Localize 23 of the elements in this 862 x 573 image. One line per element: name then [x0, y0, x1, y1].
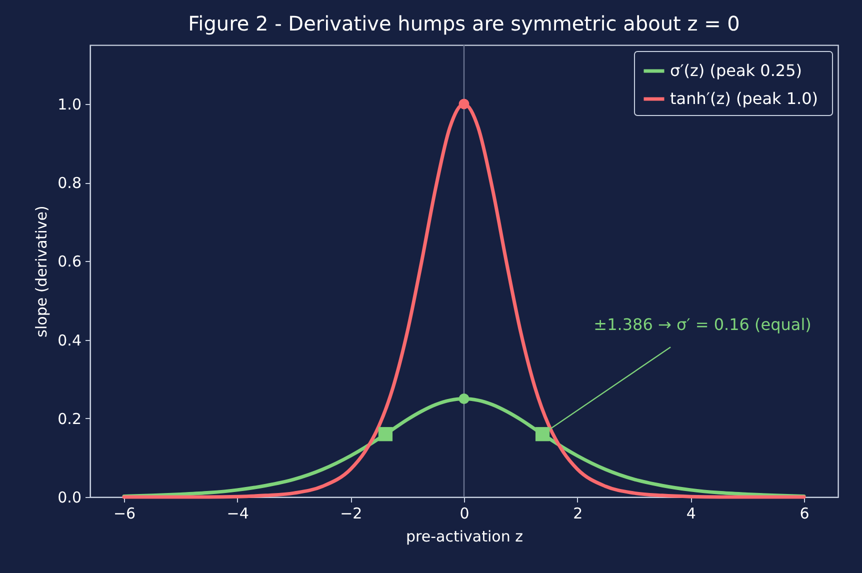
y-tick-label: 0.2 [58, 410, 82, 428]
annotation: ±1.386 → σ′ = 0.16 (equal) [594, 315, 812, 334]
x-tick-label: 2 [573, 504, 583, 522]
y-tick-label: 0.8 [58, 174, 82, 192]
x-tick-label: 0 [460, 504, 470, 522]
x-tick-label: −4 [226, 504, 249, 522]
x-tick-label: −2 [340, 504, 362, 522]
x-axis-title: pre-activation z [406, 528, 524, 546]
chart-title: Figure 2 - Derivative humps are symmetric about z = 0 [188, 11, 740, 36]
point [378, 427, 393, 442]
point [535, 427, 550, 442]
y-tick-label: 0.0 [58, 488, 82, 506]
legend-label: σ′(z) (peak 0.25) [670, 61, 802, 80]
x-tick-label: 6 [800, 504, 810, 522]
legend-label: tanh′(z) (peak 1.0) [670, 89, 818, 108]
y-axis-title: slope (derivative) [32, 206, 51, 338]
x-tick-label: −6 [113, 504, 136, 522]
y-tick-label: 1.0 [58, 95, 82, 114]
point [458, 98, 470, 110]
y-tick-label: 0.6 [58, 252, 82, 271]
x-tick-label: 4 [686, 504, 696, 522]
point [458, 394, 470, 404]
y-tick-label: 0.4 [58, 331, 82, 350]
